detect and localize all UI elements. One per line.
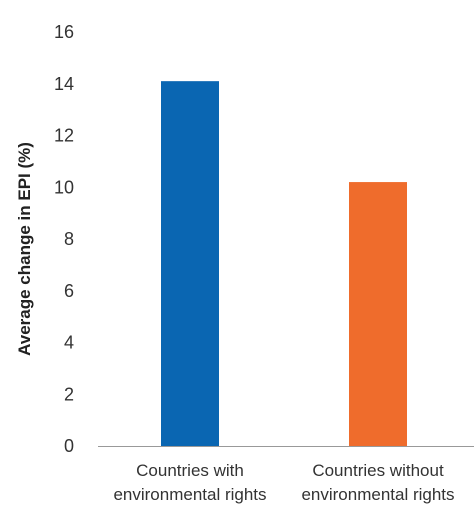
bars <box>161 81 407 446</box>
bar <box>349 182 407 446</box>
x-axis-categories: Countries with environmental rightsCountr… <box>113 461 454 504</box>
y-tick-label: 16 <box>54 22 74 42</box>
x-category-label-line: environmental rights <box>113 485 266 504</box>
y-tick-label: 0 <box>64 436 74 456</box>
y-tick-label: 4 <box>64 333 74 353</box>
x-category-label: Countries without environmental rights <box>301 461 454 504</box>
y-tick-label: 10 <box>54 177 74 197</box>
y-tick-label: 14 <box>54 74 74 94</box>
y-axis-label: Average change in EPI (%) <box>15 142 34 356</box>
y-tick-label: 6 <box>64 281 74 301</box>
x-category-label-line: Countries with <box>136 461 244 480</box>
y-tick-label: 12 <box>54 126 74 146</box>
x-category-label: Countries with environmental rights <box>113 461 266 504</box>
x-category-label-line: environmental rights <box>301 485 454 504</box>
y-axis-ticks: 0 2 4 6 8 10 12 14 16 <box>54 22 74 456</box>
x-category-label-line: Countries without <box>312 461 444 480</box>
y-tick-label: 2 <box>64 384 74 404</box>
y-tick-label: 8 <box>64 229 74 249</box>
bar <box>161 81 219 446</box>
